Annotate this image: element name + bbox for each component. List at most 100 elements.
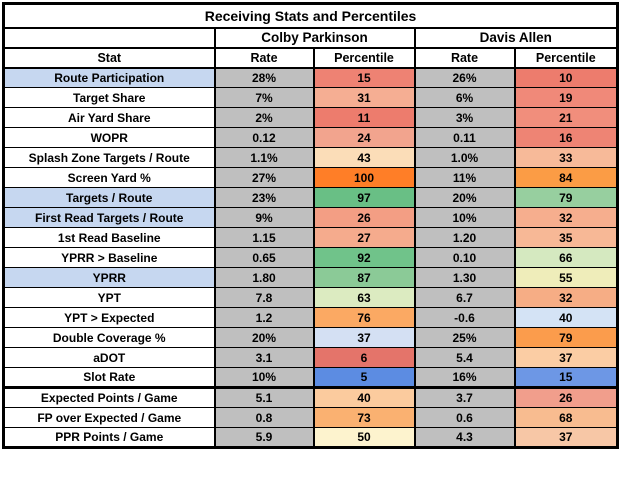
davis-rate-value: 4.3 [413,427,516,448]
table-row: YPRR > Baseline 0.65 92 0.10 66 [2,247,619,268]
davis-rate-value: 11% [413,167,516,188]
colby-rate-value: 28% [213,67,315,88]
corner-empty-cell [2,27,216,49]
table-row: Splash Zone Targets / Route 1.1% 43 1.0% 33 [2,147,619,168]
davis-percentile-value: 33 [513,147,619,168]
stat-label: YPRR > Baseline [2,247,216,268]
stat-label: YPRR [2,267,216,288]
colby-percentile-value: 43 [312,147,416,168]
davis-rate-value: 3.7 [413,386,516,408]
colby-percentile-value: 5 [312,367,416,388]
table-row: YPRR 1.80 87 1.30 55 [2,267,619,288]
davis-percentile-value: 21 [513,107,619,128]
table-row: YPT 7.8 63 6.7 32 [2,287,619,308]
colby-percentile-value: 31 [312,87,416,108]
davis-percentile-value: 84 [513,167,619,188]
table-row: aDOT 3.1 6 5.4 37 [2,347,619,368]
colby-rate-value: 27% [213,167,315,188]
colby-percentile-value: 97 [312,187,416,208]
colby-rate-value: 5.1 [213,386,315,408]
stat-label: Slot Rate [2,367,216,388]
colby-rate-value: 20% [213,327,315,348]
stat-label: First Read Targets / Route [2,207,216,228]
table-body: Route Participation 28% 15 26% 10 Target Shar… [2,67,619,448]
stat-label: YPT [2,287,216,308]
colby-percentile-value: 24 [312,127,416,148]
column-header-rate-colby: Rate [213,47,315,69]
column-header-row: Stat Rate Percentile Rate Percentile [2,47,619,69]
colby-rate-value: 1.1% [213,147,315,168]
davis-percentile-value: 37 [513,347,619,368]
stat-label: PPR Points / Game [2,427,216,448]
column-header-percentile-davis: Percentile [513,47,619,69]
davis-percentile-value: 32 [513,207,619,228]
table-row: Target Share 7% 31 6% 19 [2,87,619,108]
stat-label: Double Coverage % [2,327,216,348]
colby-percentile-value: 6 [312,347,416,368]
colby-rate-value: 1.2 [213,307,315,328]
colby-percentile-value: 73 [312,407,416,428]
colby-percentile-value: 50 [312,427,416,448]
colby-rate-value: 0.8 [213,407,315,428]
stat-label: 1st Read Baseline [2,227,216,248]
davis-rate-value: 0.10 [413,247,516,268]
davis-percentile-value: 16 [513,127,619,148]
stat-label: Targets / Route [2,187,216,208]
column-header-stat: Stat [2,47,216,69]
table-row: 1st Read Baseline 1.15 27 1.20 35 [2,227,619,248]
colby-percentile-value: 15 [312,67,416,88]
stat-label: Splash Zone Targets / Route [2,147,216,168]
davis-rate-value: 5.4 [413,347,516,368]
colby-rate-value: 23% [213,187,315,208]
davis-percentile-value: 15 [513,367,619,388]
davis-rate-value: 10% [413,207,516,228]
colby-percentile-value: 27 [312,227,416,248]
davis-percentile-value: 32 [513,287,619,308]
colby-rate-value: 1.80 [213,267,315,288]
table-row: PPR Points / Game 5.9 50 4.3 37 [2,427,619,448]
davis-percentile-value: 68 [513,407,619,428]
colby-percentile-value: 26 [312,207,416,228]
davis-rate-value: 3% [413,107,516,128]
stat-label: Air Yard Share [2,107,216,128]
table-row: Targets / Route 23% 97 20% 79 [2,187,619,208]
colby-rate-value: 10% [213,367,315,388]
colby-percentile-value: 100 [312,167,416,188]
colby-rate-value: 1.15 [213,227,315,248]
table-row: Screen Yard % 27% 100 11% 84 [2,167,619,188]
colby-percentile-value: 92 [312,247,416,268]
colby-rate-value: 3.1 [213,347,315,368]
davis-rate-value: 1.0% [413,147,516,168]
receiving-stats-table: Receiving Stats and Percentiles Colby Pa… [2,2,620,449]
colby-rate-value: 2% [213,107,315,128]
davis-rate-value: 26% [413,67,516,88]
table-row: Route Participation 28% 15 26% 10 [2,67,619,88]
table-row: FP over Expected / Game 0.8 73 0.6 68 [2,407,619,428]
stat-label: Screen Yard % [2,167,216,188]
davis-rate-value: 1.20 [413,227,516,248]
davis-rate-value: 0.11 [413,127,516,148]
colby-rate-value: 5.9 [213,427,315,448]
colby-rate-value: 0.12 [213,127,315,148]
table-row: Slot Rate 10% 5 16% 15 [2,367,619,388]
davis-rate-value: 16% [413,367,516,388]
table-row: First Read Targets / Route 9% 26 10% 32 [2,207,619,228]
davis-percentile-value: 66 [513,247,619,268]
stat-label: Expected Points / Game [2,386,216,408]
davis-rate-value: 20% [413,187,516,208]
table-title: Receiving Stats and Percentiles [2,3,619,29]
table-row: Expected Points / Game 5.1 40 3.7 26 [2,386,619,408]
table-row: Double Coverage % 20% 37 25% 79 [2,327,619,348]
colby-rate-value: 9% [213,207,315,228]
colby-rate-value: 7.8 [213,287,315,308]
davis-rate-value: 6% [413,87,516,108]
davis-percentile-value: 35 [513,227,619,248]
colby-percentile-value: 37 [312,327,416,348]
colby-percentile-value: 63 [312,287,416,308]
davis-percentile-value: 26 [513,386,619,408]
colby-percentile-value: 40 [312,386,416,408]
stat-label: WOPR [2,127,216,148]
title-row: Receiving Stats and Percentiles [2,3,619,29]
davis-rate-value: 6.7 [413,287,516,308]
